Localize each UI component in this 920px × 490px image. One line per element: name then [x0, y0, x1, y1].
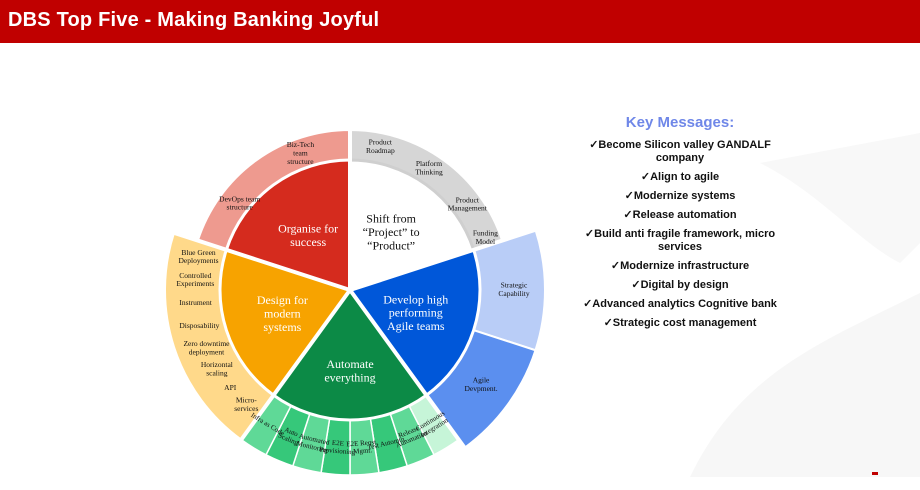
shift-outer-label: Model	[476, 237, 496, 246]
header-bar: DBS Top Five - Making Banking Joyful	[0, 0, 920, 43]
organise-outer-label: structure	[287, 157, 314, 166]
design-outer-label: Micro-	[236, 396, 257, 405]
design-outer-label: Deployments	[179, 256, 219, 265]
pillar-label-shift: Shift from	[366, 212, 416, 226]
automate-outer-label: Provisioning	[319, 446, 356, 457]
shift-outer-label: Funding	[473, 229, 498, 238]
key-message-item: ✓Build anti fragile framework, micro ser…	[584, 228, 776, 253]
wheel-separator	[348, 288, 470, 453]
pillar-label-shift: “Product”	[367, 239, 415, 253]
pillar-label-automate: Automate	[326, 357, 373, 371]
organise-pillar	[224, 158, 352, 293]
automate-pillar	[271, 287, 429, 422]
design-outer-label: services	[234, 404, 258, 413]
pillar-label-design: modern	[264, 306, 301, 320]
pillar-label-automate: everything	[324, 370, 375, 384]
shift-outer-label: Product	[369, 138, 393, 147]
design-outer-label: Disposability	[179, 321, 219, 330]
shift-outer-label: Thinking	[415, 167, 443, 176]
automate-outer-label: E2E	[332, 439, 345, 448]
corner-mark	[872, 472, 878, 475]
design-outer-label: Controlled	[179, 271, 211, 280]
develop-pillar	[347, 247, 482, 398]
pillar-label-design: systems	[263, 320, 301, 334]
key-message-item: ✓Modernize systems	[624, 190, 736, 202]
automate-outer-label: E2E Reqst.	[346, 438, 378, 448]
design-outer-label: scaling	[206, 368, 227, 377]
wheel-separator	[230, 288, 352, 453]
shift-pillar	[348, 158, 476, 293]
develop-outer-label: Devpment.	[464, 384, 497, 393]
key-messages-list: ✓Become Silicon valley GANDALF company ✓A…	[570, 139, 790, 330]
shift-outer-label: Roadmap	[366, 146, 395, 155]
key-message-item: ✓Become Silicon valley GANDALF company	[589, 139, 771, 164]
wheel-separator	[349, 226, 541, 292]
organise-outer-label: Biz-Tech	[287, 140, 315, 149]
key-message-item: ✓Digital by design	[631, 279, 729, 291]
key-message-item: ✓Release automation	[623, 209, 737, 221]
organise-outer-label: DevOps team	[219, 194, 260, 203]
pillar-label-design: Design for	[257, 293, 308, 307]
shift-outer-label: Platform	[416, 159, 442, 168]
pillar-label-organise: Organise for	[278, 221, 338, 235]
key-messages-panel: Key Messages: ✓Become Silicon valley GAN…	[570, 114, 790, 336]
key-messages-title: Key Messages:	[625, 114, 735, 131]
background-decoration	[690, 133, 920, 477]
organise-outer-label: team	[293, 148, 308, 157]
design-outer-label: Instrument	[179, 298, 212, 307]
pillar-label-develop: Develop high	[383, 292, 448, 306]
pillar-label-develop: performing	[389, 306, 443, 320]
pillar-label-shift: “Project” to	[363, 225, 420, 239]
key-message-item: ✓Modernize infrastructure	[610, 260, 750, 272]
wheel-separator	[159, 226, 351, 292]
design-outer-label: Zero downtime	[183, 339, 230, 348]
design-outer-label: Horizontal	[201, 360, 233, 369]
design-outer-label: API	[224, 383, 237, 392]
develop-outer-label: Capability	[498, 289, 529, 298]
automate-outer-label: Mgmt.	[353, 446, 373, 455]
key-message-item: ✓Align to agile	[640, 171, 720, 183]
shift-outer-label: Management	[448, 204, 488, 213]
pillar-label-develop: Agile teams	[387, 319, 445, 333]
design-outer-label: deployment	[189, 347, 225, 356]
organise-outer-label: structure	[227, 203, 254, 212]
key-message-item: ✓Advanced analytics Cognitive bank	[583, 298, 777, 310]
develop-outer-label: Strategic	[501, 281, 528, 290]
design-outer-label: Experiments	[176, 279, 214, 288]
design-pillar	[218, 247, 353, 398]
design-outer-label: Blue Green	[181, 248, 216, 257]
key-message-item: ✓Strategic cost management	[603, 317, 757, 329]
page-title: DBS Top Five - Making Banking Joyful	[8, 9, 380, 31]
pillar-label-organise: success	[290, 235, 326, 249]
shift-outer-label: Product	[456, 195, 480, 204]
develop-outer-label: Agile	[473, 376, 490, 385]
